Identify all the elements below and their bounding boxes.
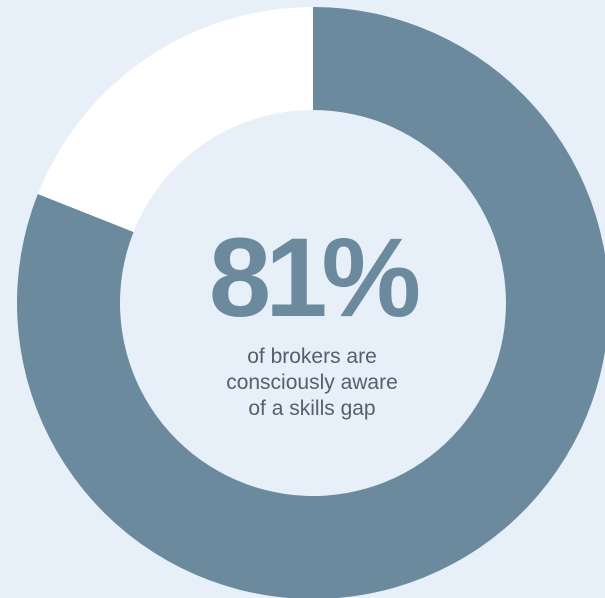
donut-segment-remaining: [37, 7, 313, 232]
caption-line-2: consciously aware: [226, 371, 398, 394]
center-label: 81% of brokers are consciously aware of …: [152, 222, 472, 422]
caption: of brokers are consciously aware of a sk…: [152, 344, 472, 422]
percentage-value: 81%: [208, 215, 421, 340]
donut-segment-filled: [17, 7, 605, 598]
caption-line-3: of a skills gap: [248, 397, 376, 420]
caption-line-1: of brokers are: [247, 345, 377, 368]
